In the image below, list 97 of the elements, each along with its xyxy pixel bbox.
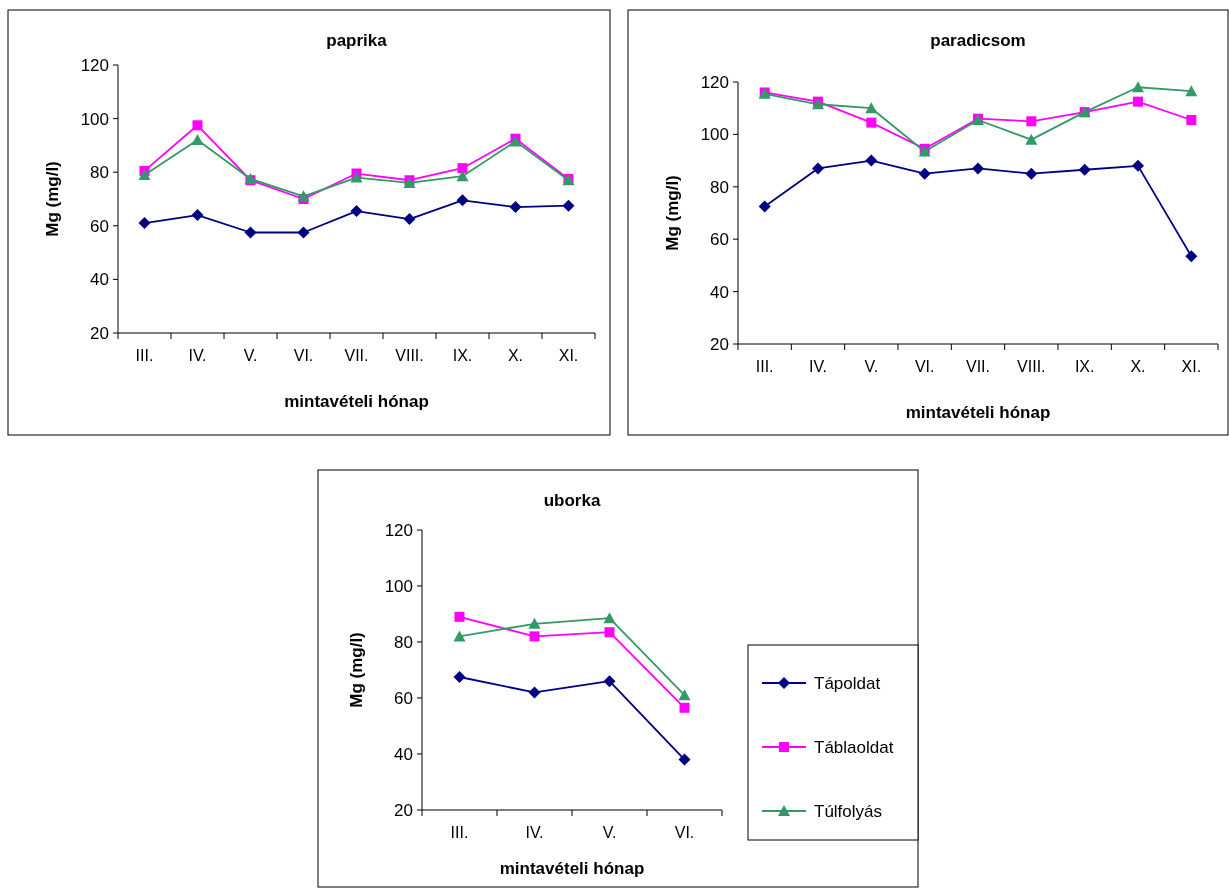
point xyxy=(457,163,468,174)
point xyxy=(678,753,691,766)
point xyxy=(509,201,522,214)
point xyxy=(1026,116,1037,127)
point xyxy=(350,205,363,218)
x-axis-title: mintavételi hónap xyxy=(499,859,645,878)
y-tick-label: 60 xyxy=(710,230,729,250)
x-tick-label: VI. xyxy=(293,347,314,364)
legend-label: Túlfolyás xyxy=(814,801,883,821)
point xyxy=(350,171,363,183)
point xyxy=(603,675,616,688)
y-tick-label: 120 xyxy=(384,520,413,540)
point xyxy=(1186,114,1197,125)
y-tick-label: 80 xyxy=(394,632,413,652)
y-tick-label: 100 xyxy=(700,125,729,145)
y-tick-label: 80 xyxy=(710,177,729,197)
x-tick-label: III. xyxy=(135,347,154,364)
point xyxy=(453,671,466,683)
point xyxy=(603,612,616,624)
x-tick-label: VI. xyxy=(674,824,695,841)
x-tick-label: VIII. xyxy=(1017,358,1046,375)
x-tick-label: IX. xyxy=(452,347,473,364)
point xyxy=(297,190,310,202)
point xyxy=(866,117,877,128)
chart-title: uborka xyxy=(543,491,601,510)
point xyxy=(1185,85,1198,97)
point xyxy=(1025,167,1038,180)
x-tick-label: X. xyxy=(1130,358,1146,375)
chart-title: paradicsom xyxy=(930,31,1026,50)
point xyxy=(528,617,541,629)
point xyxy=(562,199,575,212)
x-tick-label: V. xyxy=(243,347,258,364)
y-tick-label: 40 xyxy=(90,270,109,290)
point xyxy=(191,134,204,146)
point xyxy=(456,194,469,207)
y-tick-label: 80 xyxy=(90,163,109,183)
x-tick-label: IV. xyxy=(525,824,544,841)
point xyxy=(403,213,416,226)
legend-label: Táblaoldat xyxy=(814,737,894,757)
y-tick-label: 40 xyxy=(394,744,413,764)
x-tick-label: III. xyxy=(450,824,469,841)
x-tick-label: V. xyxy=(864,358,879,375)
x-tick-label: VI. xyxy=(914,358,935,375)
point xyxy=(454,611,465,622)
point xyxy=(679,702,690,713)
x-tick-label: XI. xyxy=(558,347,579,364)
x-axis-title: mintavételi hónap xyxy=(905,403,1051,422)
y-tick-label: 120 xyxy=(700,72,729,92)
y-axis-title: Mg (mg/l) xyxy=(663,175,682,251)
point xyxy=(191,209,204,222)
y-tick-label: 100 xyxy=(80,109,109,129)
y-tick-label: 20 xyxy=(710,334,729,354)
point xyxy=(1132,81,1144,93)
point xyxy=(604,627,615,638)
x-tick-label: XI. xyxy=(1181,358,1202,375)
point xyxy=(972,162,984,175)
point xyxy=(192,120,203,131)
point xyxy=(528,686,541,699)
y-tick-label: 100 xyxy=(384,576,413,596)
y-tick-label: 60 xyxy=(90,216,109,236)
y-tick-label: 40 xyxy=(710,282,729,302)
y-tick-label: 120 xyxy=(80,55,109,75)
x-tick-label: VIII. xyxy=(395,347,424,364)
y-axis-title: Mg (mg/l) xyxy=(347,632,366,708)
point xyxy=(1025,133,1038,145)
y-tick-label: 60 xyxy=(394,688,413,708)
point xyxy=(1078,163,1091,176)
y-tick-label: 20 xyxy=(394,800,413,820)
chart-title: paprika xyxy=(326,31,388,50)
x-tick-label: III. xyxy=(755,358,774,375)
x-axis-title: mintavételi hónap xyxy=(284,392,429,411)
x-tick-label: IX. xyxy=(1074,358,1095,375)
y-tick-label: 20 xyxy=(90,323,109,343)
point xyxy=(1132,159,1144,172)
y-axis-title: Mg (mg/l) xyxy=(43,161,62,237)
point xyxy=(678,689,691,701)
point xyxy=(244,226,257,239)
x-tick-label: X. xyxy=(507,347,524,364)
point xyxy=(865,102,878,114)
point xyxy=(1133,96,1143,107)
x-tick-label: IV. xyxy=(808,358,828,375)
point xyxy=(456,170,469,182)
point xyxy=(1185,250,1198,263)
point xyxy=(138,217,151,230)
point xyxy=(812,162,824,175)
point xyxy=(529,631,540,642)
point xyxy=(297,226,310,239)
x-tick-label: IV. xyxy=(188,347,207,364)
x-tick-label: VII. xyxy=(965,358,991,375)
point xyxy=(758,200,771,213)
x-tick-label: VII. xyxy=(344,347,369,364)
point xyxy=(918,167,931,180)
point xyxy=(865,154,878,167)
point xyxy=(453,630,466,642)
point xyxy=(138,168,151,180)
legend-label: Tápoldat xyxy=(814,673,881,693)
x-tick-label: V. xyxy=(602,824,617,841)
